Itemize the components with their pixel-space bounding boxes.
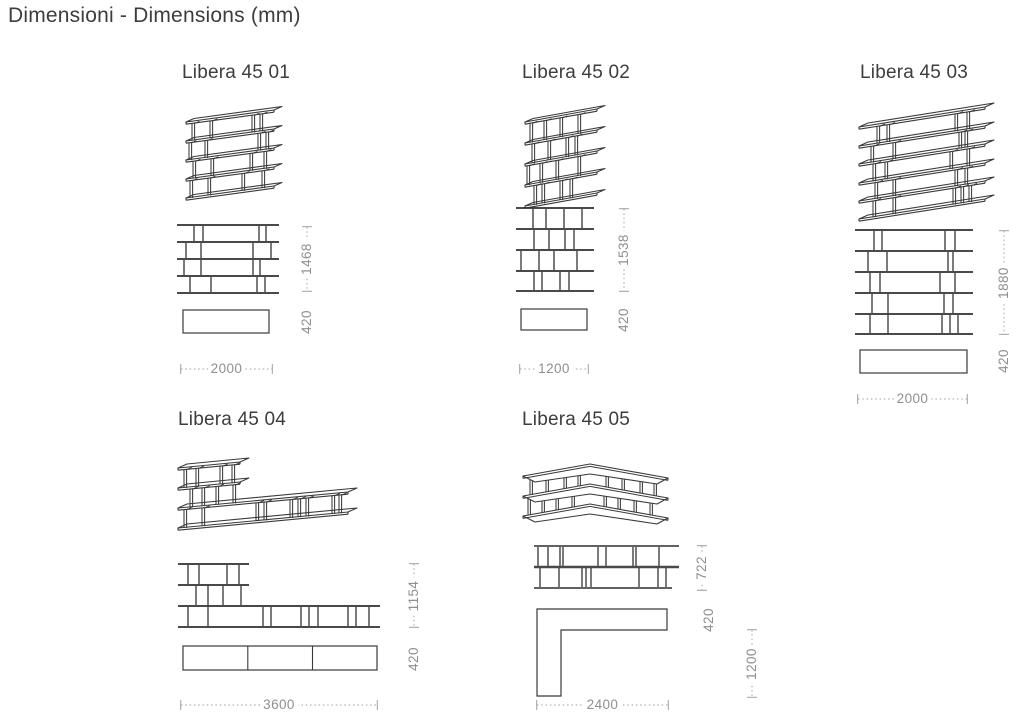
width-dimension: 2000 bbox=[857, 392, 968, 406]
return-depth-dimension-label: 1200 bbox=[744, 644, 759, 683]
width-dimension-label: 2000 bbox=[893, 392, 932, 406]
front-elevation-view bbox=[855, 229, 973, 335]
width-dimension-label: 3600 bbox=[260, 698, 298, 712]
height-dimension-label: 1468 bbox=[299, 240, 314, 278]
isometric-view bbox=[522, 463, 669, 525]
depth-dimension: 420 bbox=[701, 604, 716, 635]
height-dimension-label: 1538 bbox=[616, 231, 631, 269]
height-dimension: 1538 bbox=[616, 208, 631, 292]
unit-title: Libera 45 01 bbox=[182, 62, 291, 83]
depth-dimension-label: 420 bbox=[406, 643, 421, 674]
depth-dimension-label: 420 bbox=[701, 604, 716, 635]
height-dimension-label: 1154 bbox=[406, 577, 421, 614]
width-dimension-label: 2400 bbox=[583, 698, 622, 712]
width-dimension: 3600 bbox=[180, 698, 378, 712]
front-elevation-view bbox=[534, 545, 679, 589]
return-depth-dimension: 1200 bbox=[744, 629, 759, 698]
plan-view bbox=[859, 349, 968, 374]
width-dimension: 2400 bbox=[536, 698, 669, 712]
depth-dimension-label: 420 bbox=[299, 306, 314, 337]
depth-dimension: 420 bbox=[616, 305, 631, 335]
width-dimension-label: 1200 bbox=[535, 362, 573, 376]
depth-dimension-label: 420 bbox=[616, 305, 631, 335]
unit-title: Libera 45 04 bbox=[178, 409, 287, 430]
height-dimension: 722 bbox=[694, 545, 709, 591]
depth-dimension: 420 bbox=[299, 306, 314, 337]
isometric-view bbox=[177, 457, 358, 531]
isometric-view bbox=[858, 102, 995, 222]
unit-title: Libera 45 05 bbox=[522, 409, 631, 430]
height-dimension: 1154 bbox=[406, 563, 421, 628]
unit-title: Libera 45 03 bbox=[860, 62, 969, 83]
front-elevation-view bbox=[516, 207, 594, 292]
height-dimension-label: 1880 bbox=[996, 263, 1011, 302]
plan-view bbox=[182, 309, 270, 334]
width-dimension: 1200 bbox=[519, 362, 589, 376]
plan-view bbox=[520, 308, 588, 331]
plan-view bbox=[536, 608, 668, 697]
width-dimension-label: 2000 bbox=[207, 362, 246, 376]
depth-dimension-label: 420 bbox=[996, 346, 1011, 376]
front-elevation-view bbox=[178, 563, 380, 628]
width-dimension: 2000 bbox=[180, 362, 273, 376]
depth-dimension: 420 bbox=[406, 643, 421, 674]
height-dimension: 1880 bbox=[996, 230, 1011, 335]
front-elevation-view bbox=[177, 224, 279, 294]
height-dimension-label: 722 bbox=[694, 553, 709, 583]
isometric-view bbox=[185, 105, 283, 201]
page-title: Dimensioni - Dimensions (mm) bbox=[8, 4, 301, 27]
unit-title: Libera 45 02 bbox=[522, 62, 631, 83]
depth-dimension: 420 bbox=[996, 346, 1011, 376]
height-dimension: 1468 bbox=[299, 226, 314, 292]
isometric-view bbox=[524, 104, 606, 209]
plan-view bbox=[182, 645, 378, 671]
